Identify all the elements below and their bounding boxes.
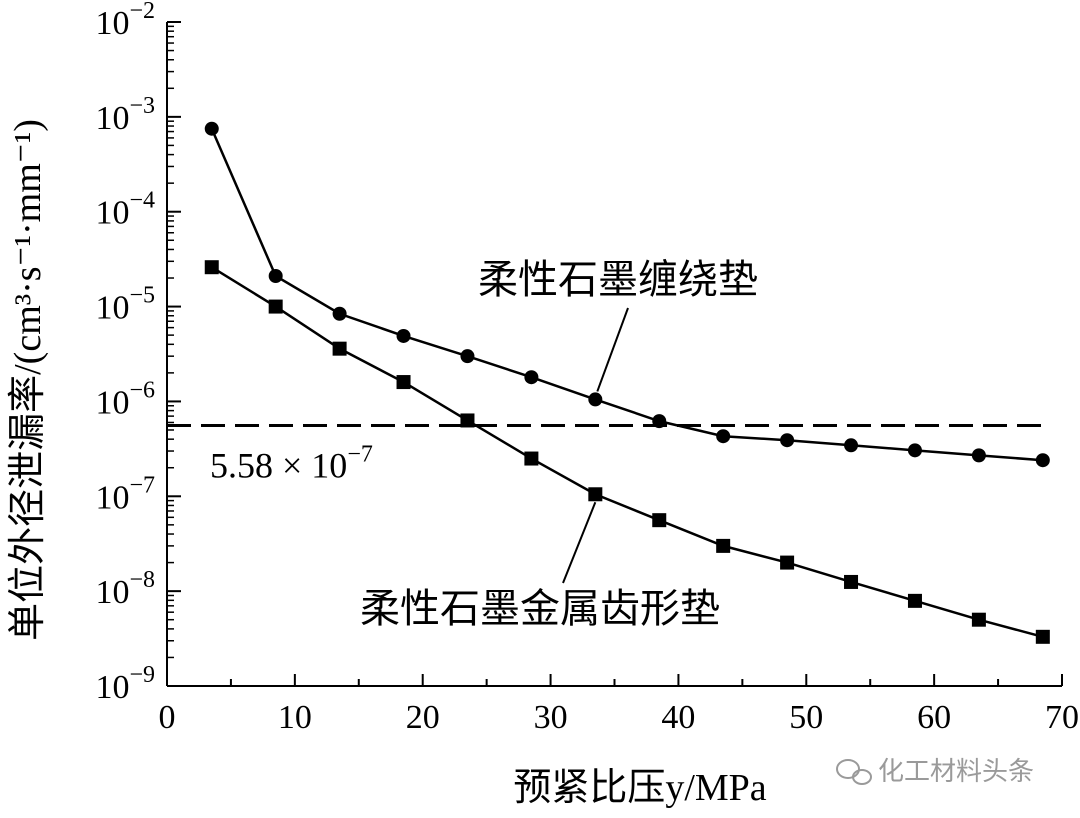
data-point-circle (844, 438, 859, 453)
watermark: 化工材料头条 (836, 757, 1034, 787)
y-tick-label: 10−5 (95, 283, 155, 327)
data-point-circle (780, 433, 795, 448)
y-tick-label: 10−7 (95, 472, 155, 516)
data-point-circle (460, 349, 475, 364)
x-axis-title: 预紧比压y/MPa (513, 767, 766, 809)
series-line-1 (210, 128, 1043, 462)
annotation-leader-1 (596, 307, 629, 392)
data-point-square (971, 612, 986, 627)
wechat-icon (836, 759, 872, 785)
axis-ticks: 0 10 20 30 40 50 60 70 10−9 10−8 10−7 10−6 10−5 10−4 1… (95, 0, 1079, 736)
y-tick-label: 10−4 (95, 188, 155, 232)
data-point-square (716, 538, 731, 553)
x-tick-label: 20 (406, 699, 440, 736)
data-point-circle (1035, 453, 1050, 468)
data-point-square (1035, 629, 1050, 644)
data-point-square (844, 574, 859, 589)
data-point-circle (716, 429, 731, 444)
data-point-square (204, 260, 219, 275)
data-point-circle (652, 414, 667, 429)
x-tick-label: 50 (789, 699, 823, 736)
data-point-circle (971, 448, 986, 463)
data-point-square (524, 451, 539, 466)
data-point-circle (396, 328, 411, 343)
series-line-2 (211, 266, 1044, 639)
data-point-square (907, 593, 922, 608)
data-point-square (588, 487, 603, 502)
y-tick-label: 10−6 (95, 377, 155, 421)
data-point-square (780, 555, 795, 570)
data-point-square (268, 299, 283, 314)
data-point-circle (268, 269, 283, 284)
x-tick-label: 10 (278, 699, 312, 736)
y-tick-label: 10−8 (95, 567, 155, 611)
y-tick-label: 10−2 (95, 0, 155, 42)
threshold-group: 5.58 × 10−7 (167, 423, 1048, 485)
data-point-circle (588, 392, 603, 407)
y-tick-label: 10−9 (95, 662, 155, 706)
y-axis-title: 单位外径泄漏率/(cm³·s⁻¹·mm⁻¹) (7, 119, 49, 641)
x-tick-label: 30 (534, 699, 568, 736)
data-point-square (652, 513, 667, 528)
data-point-circle (332, 306, 347, 321)
annotation-leader-2 (562, 501, 597, 584)
data-point-circle (907, 443, 922, 458)
x-tick-label: 0 (159, 699, 176, 736)
x-tick-label: 70 (1045, 699, 1079, 736)
data-point-circle (204, 121, 219, 136)
annotation-label-1: 柔性石墨缠绕垫 (478, 257, 758, 302)
x-tick-label: 60 (917, 699, 951, 736)
threshold-label: 5.58 × 10−7 (210, 441, 373, 485)
y-tick-label: 10−3 (95, 93, 155, 137)
data-point-circle (524, 370, 539, 385)
x-tick-label: 40 (661, 699, 695, 736)
watermark-text: 化工材料头条 (878, 757, 1034, 787)
data-point-square (332, 341, 347, 356)
data-point-square (460, 413, 475, 428)
data-point-square (396, 375, 411, 390)
annotation-label-2: 柔性石墨金属齿形垫 (360, 586, 720, 631)
series-group (204, 121, 1050, 644)
